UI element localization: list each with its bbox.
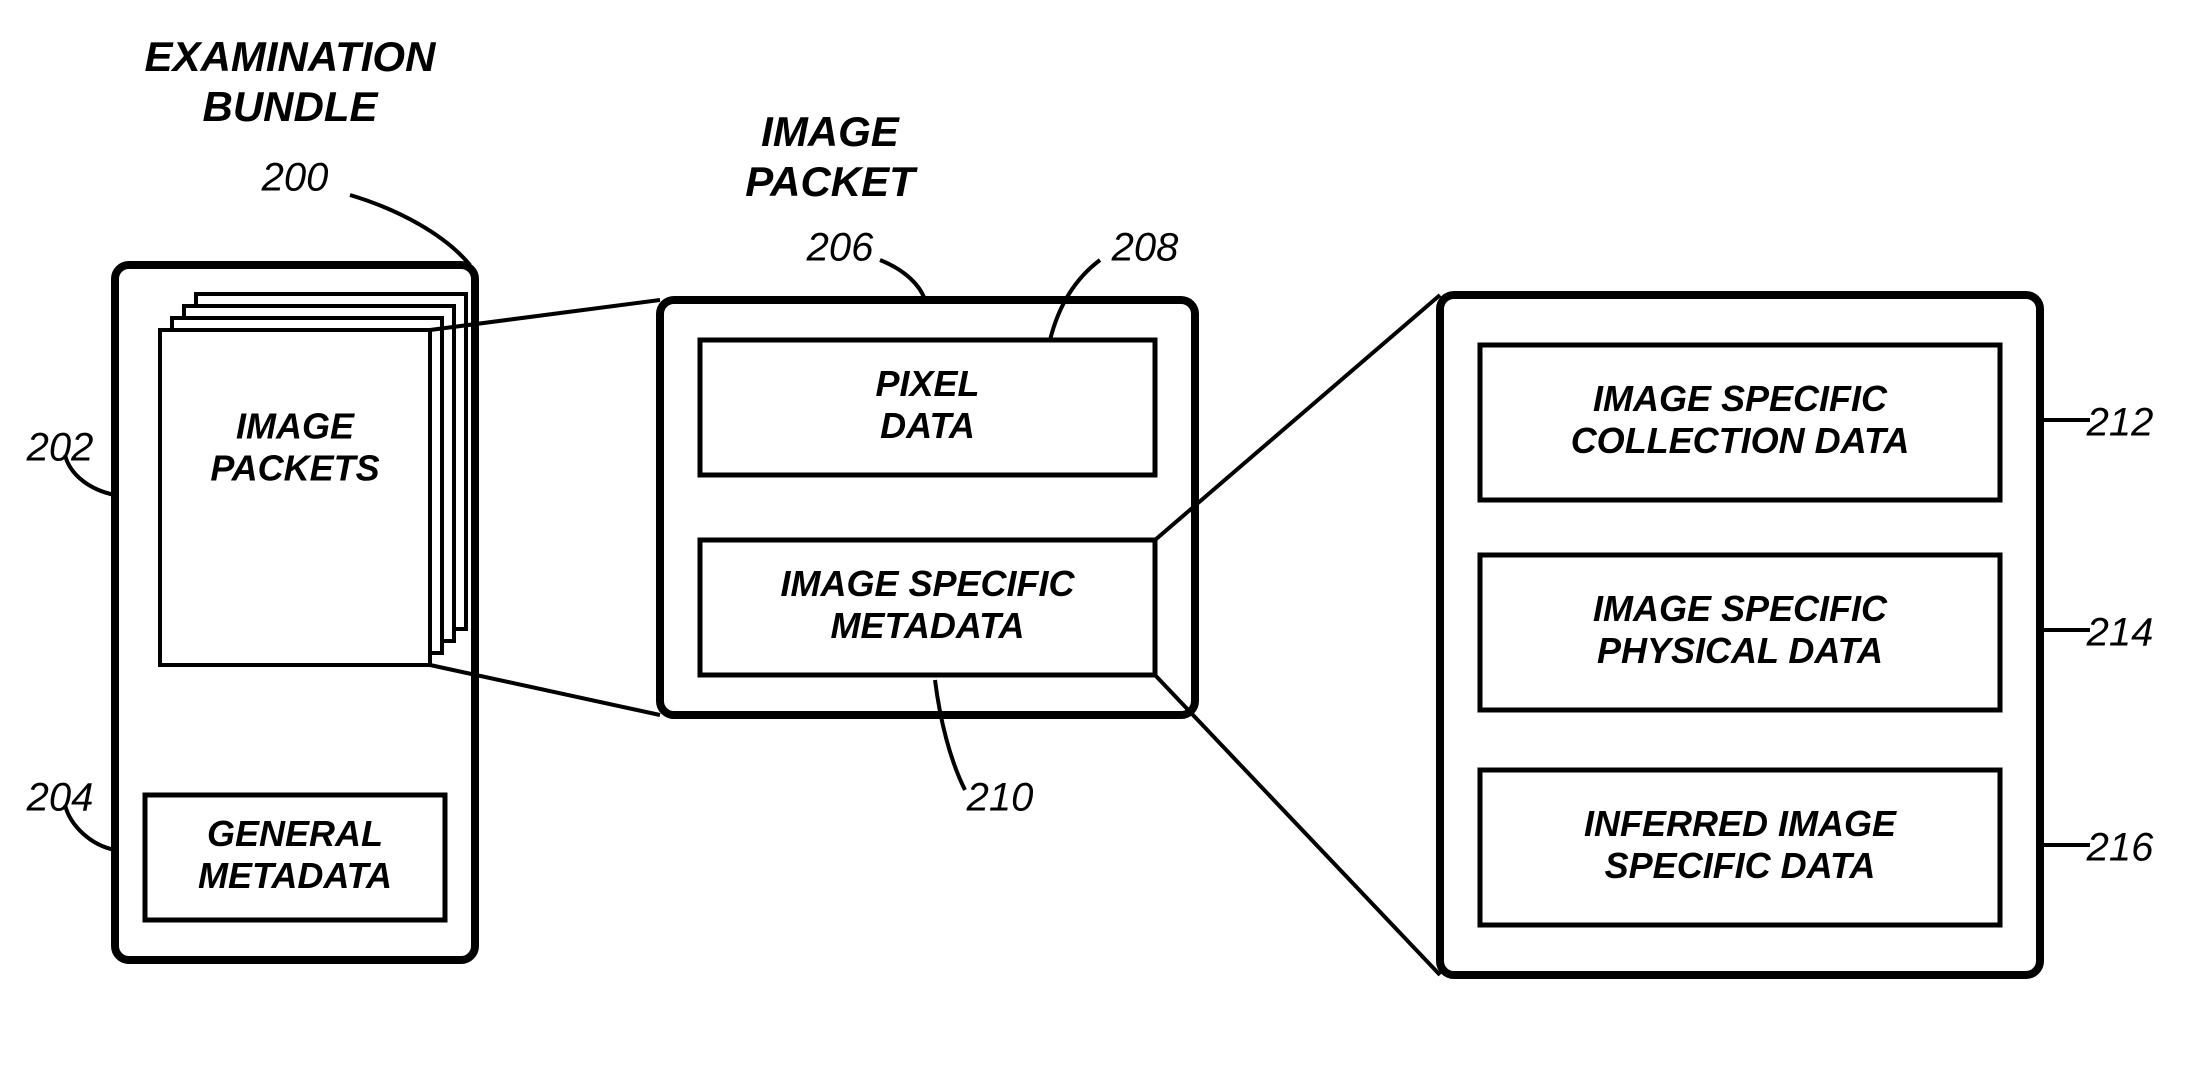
ref-216: 216 <box>2086 826 2154 870</box>
pixel-data-label: PIXELDATA <box>875 363 979 446</box>
bundle-title-l2: BUNDLE <box>203 83 380 130</box>
svg-text:IMAGE SPECIFIC: IMAGE SPECIFIC <box>780 563 1075 604</box>
ref-204: 204 <box>26 776 94 820</box>
svg-text:IMAGE: IMAGE <box>236 406 355 447</box>
svg-text:INFERRED IMAGE: INFERRED IMAGE <box>1584 803 1897 844</box>
leader-line <box>880 260 925 300</box>
svg-text:COLLECTION DATA: COLLECTION DATA <box>1571 420 1910 461</box>
svg-text:IMAGE SPECIFIC: IMAGE SPECIFIC <box>1593 378 1888 419</box>
collection-data-box-label: IMAGE SPECIFICCOLLECTION DATA <box>1571 378 1910 461</box>
svg-text:SPECIFIC DATA: SPECIFIC DATA <box>1605 845 1876 886</box>
svg-text:PIXEL: PIXEL <box>875 363 979 404</box>
svg-text:METADATA: METADATA <box>831 605 1025 646</box>
ref-210: 210 <box>966 776 1034 820</box>
svg-text:IMAGE SPECIFIC: IMAGE SPECIFIC <box>1593 588 1888 629</box>
ref-200: 200 <box>261 156 329 200</box>
general-metadata-label: GENERALMETADATA <box>198 813 392 896</box>
packet-title-l2: PACKET <box>745 158 918 205</box>
svg-text:PACKETS: PACKETS <box>210 447 379 488</box>
packet-title-l1: IMAGE <box>761 108 901 155</box>
svg-text:DATA: DATA <box>880 405 975 446</box>
leader-line <box>350 195 470 265</box>
inferred-data-box-label: INFERRED IMAGESPECIFIC DATA <box>1584 803 1897 886</box>
ref-212: 212 <box>2086 401 2154 445</box>
bundle-title-l1: EXAMINATION <box>145 33 438 80</box>
physical-data-box-label: IMAGE SPECIFICPHYSICAL DATA <box>1593 588 1888 671</box>
zoom-line <box>1155 675 1440 975</box>
ref-208: 208 <box>1111 226 1179 270</box>
ref-202: 202 <box>26 426 94 470</box>
svg-text:METADATA: METADATA <box>198 855 392 896</box>
ref-214: 214 <box>2086 611 2154 655</box>
image-packets-stack-card <box>160 330 430 665</box>
ref-206: 206 <box>806 226 874 270</box>
svg-text:PHYSICAL DATA: PHYSICAL DATA <box>1597 630 1883 671</box>
svg-text:GENERAL: GENERAL <box>207 813 383 854</box>
